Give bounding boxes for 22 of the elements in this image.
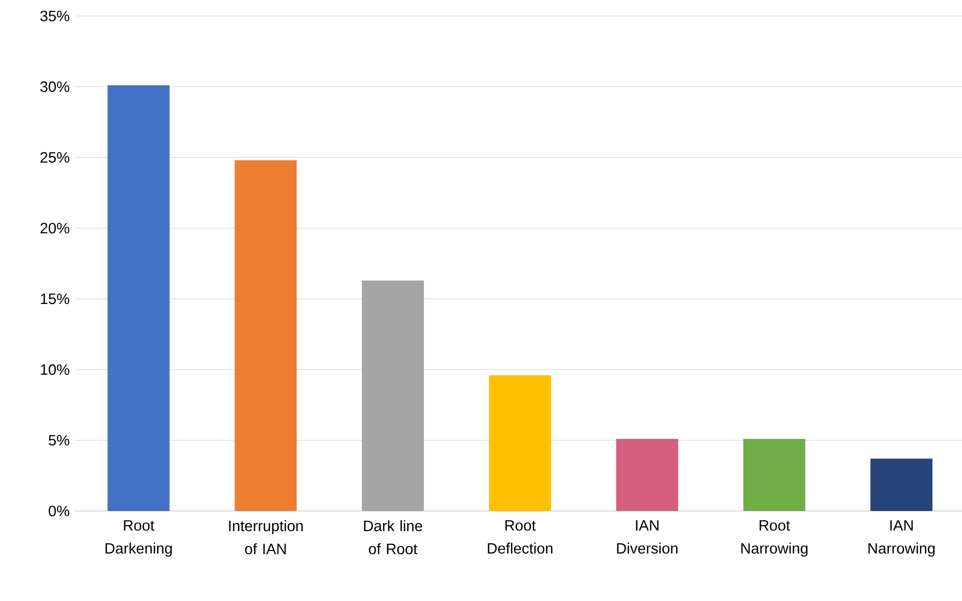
x-tick-label: Dark line of Root <box>364 520 422 554</box>
bar <box>108 85 170 511</box>
y-tick-label: 5% <box>48 435 70 446</box>
x-tick-label: Interruption of IAN <box>229 520 303 554</box>
y-tick-label: 30% <box>40 81 70 92</box>
x-tick-label: Root Deflection <box>488 520 552 554</box>
x-tick-label: Root Darkening <box>106 520 172 557</box>
bar <box>870 458 932 511</box>
y-tick-label: 0% <box>48 506 70 516</box>
bar <box>234 160 297 511</box>
y-tick-label: 25% <box>40 152 70 163</box>
x-tick-label: IAN Diversion <box>617 520 678 554</box>
y-tick-label: 20% <box>40 222 70 234</box>
bar <box>362 280 424 511</box>
bar <box>489 375 551 511</box>
y-tick-label: 15% <box>40 294 70 304</box>
x-tick-label: IAN Narrowing <box>868 520 935 557</box>
bar <box>743 438 806 511</box>
x-tick-label: Root Narrowing <box>741 520 808 557</box>
y-tick-label: 10% <box>40 364 70 375</box>
bar <box>616 438 678 511</box>
y-tick-label: 35% <box>40 10 70 22</box>
